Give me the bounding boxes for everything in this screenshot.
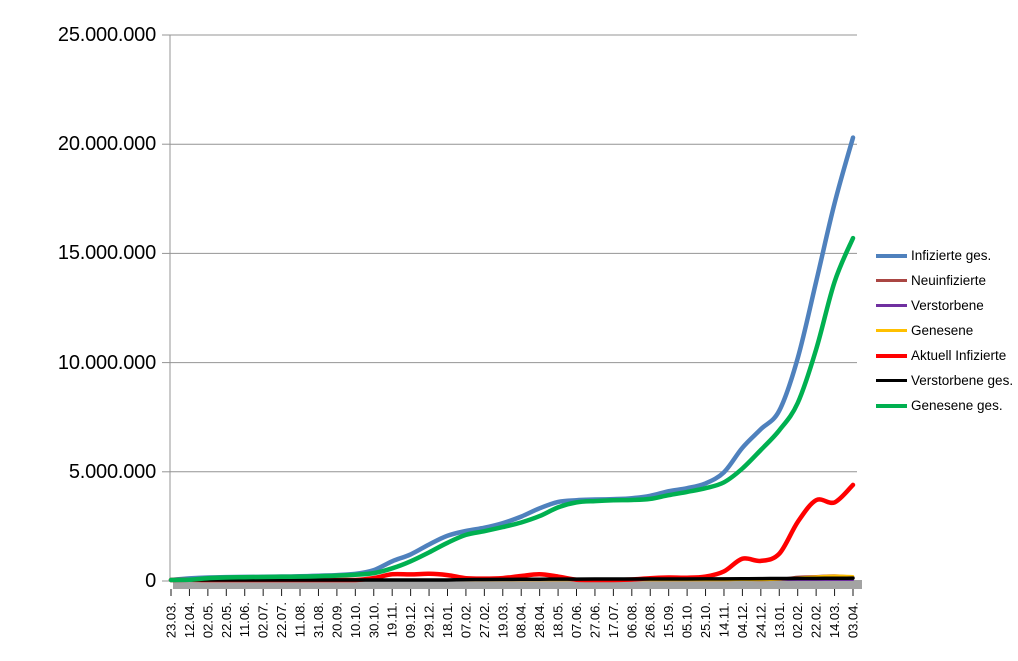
legend-swatch-infizierte-ges: [876, 253, 907, 258]
x-axis-label: 22.02.: [809, 602, 824, 638]
x-axis-label: 07.06.: [569, 602, 584, 638]
x-axis-label: 05.10.: [680, 602, 695, 638]
x-axis-label: 14.11.: [716, 602, 731, 637]
x-axis-label: 23.03.: [164, 602, 179, 638]
series-line-aktuell-infizierte[interactable]: [168, 482, 856, 583]
x-axis-label: 12.04.: [182, 602, 197, 638]
x-axis-label: 04.12.: [735, 602, 750, 638]
x-axis-label: 11.06.: [237, 602, 252, 637]
x-axis-label: 26.08.: [643, 602, 658, 638]
x-axis-label: 20.09.: [329, 602, 344, 638]
x-axis-label: 15.09.: [661, 602, 676, 638]
x-axis-label: 24.12.: [753, 602, 768, 638]
legend-item-infizierte-ges[interactable]: Infizierte ges.: [876, 243, 1013, 268]
legend-label: Infizierte ges.: [911, 248, 992, 263]
legend-swatch-verstorbene: [876, 304, 907, 307]
x-axis-label: 14.03.: [827, 602, 842, 638]
legend-swatch-aktuell-infizierte: [876, 353, 907, 358]
series-line-genesene-ges[interactable]: [168, 235, 856, 583]
legend-swatch-genesene-ges: [876, 403, 907, 408]
y-axis-label: 15.000.000: [57, 242, 156, 265]
x-axis-label: 31.08.: [311, 602, 326, 638]
y-axis-label: 5.000.000: [68, 460, 156, 483]
legend-item-neuinfizierte[interactable]: Neuinfizierte: [876, 268, 1013, 293]
legend-label: Aktuell Infizierte: [911, 348, 1007, 363]
legend-label: Neuinfizierte: [911, 273, 987, 288]
x-axis-label: 19.03.: [495, 602, 510, 638]
x-axis-label: 27.06.: [587, 602, 602, 638]
x-axis-label: 11.08.: [293, 602, 308, 637]
legend-item-verstorbene[interactable]: Verstorbene: [876, 293, 1013, 318]
x-axis-label: 03.04.: [846, 602, 861, 638]
legend-item-verstorbene-ges[interactable]: Verstorbene ges.: [876, 368, 1013, 393]
x-axis-label: 25.10.: [698, 602, 713, 638]
series-line-infizierte-ges[interactable]: [168, 135, 856, 583]
x-axis-label: 18.01.: [440, 602, 455, 638]
x-axis-label: 07.02.: [458, 602, 473, 638]
x-axis-label: 10.10.: [348, 602, 363, 638]
x-axis-label: 22.05.: [219, 602, 234, 638]
x-axis-label: 30.10.: [366, 602, 381, 638]
axis-shadow: [173, 580, 862, 589]
y-axis-label: 0: [145, 570, 156, 592]
x-axis-label: 27.02.: [477, 602, 492, 638]
legend-label: Verstorbene ges.: [911, 373, 1014, 388]
x-axis-label: 02.02.: [790, 602, 805, 638]
x-axis-label: 02.05.: [200, 602, 215, 638]
x-axis-label: 02.07.: [256, 602, 271, 638]
y-axis-label: 10.000.000: [57, 351, 156, 374]
series-line-verstorbene-ges[interactable]: [169, 576, 855, 582]
x-axis-label: 18.05.: [551, 602, 566, 638]
legend-label: Genesene: [911, 323, 974, 338]
legend-item-aktuell-infizierte[interactable]: Aktuell Infizierte: [876, 343, 1013, 368]
legend-label: Verstorbene: [911, 298, 984, 313]
legend-swatch-genesene: [876, 329, 907, 332]
legend-label: Genesene ges.: [911, 398, 1003, 413]
y-axis-label: 20.000.000: [57, 133, 156, 156]
y-axis-label: 25.000.000: [57, 24, 156, 46]
legend: Infizierte ges. Neuinfizierte Verstorbene G…: [876, 243, 1013, 418]
x-axis-label: 09.12.: [403, 602, 418, 638]
y-axis: 0 5.000.000 10.000.000 15.000.000 20.000.000…: [0, 0, 156, 661]
x-axis-label: 17.07.: [606, 602, 621, 638]
legend-item-genesene[interactable]: Genesene: [876, 318, 1013, 343]
x-axis-label: 06.08.: [624, 602, 639, 638]
legend-swatch-neuinfizierte: [876, 279, 907, 282]
x-axis-label: 19.11.: [385, 602, 400, 637]
x-axis-label: 08.04.: [514, 602, 529, 638]
x-axis-label: 22.07.: [274, 602, 289, 638]
legend-item-genesene-ges[interactable]: Genesene ges.: [876, 393, 1013, 418]
x-axis-label: 28.04.: [532, 602, 547, 638]
x-axis-label: 13.01.: [772, 602, 787, 638]
x-axis-label: 29.12.: [422, 602, 437, 638]
legend-swatch-verstorbene-ges: [876, 379, 907, 382]
